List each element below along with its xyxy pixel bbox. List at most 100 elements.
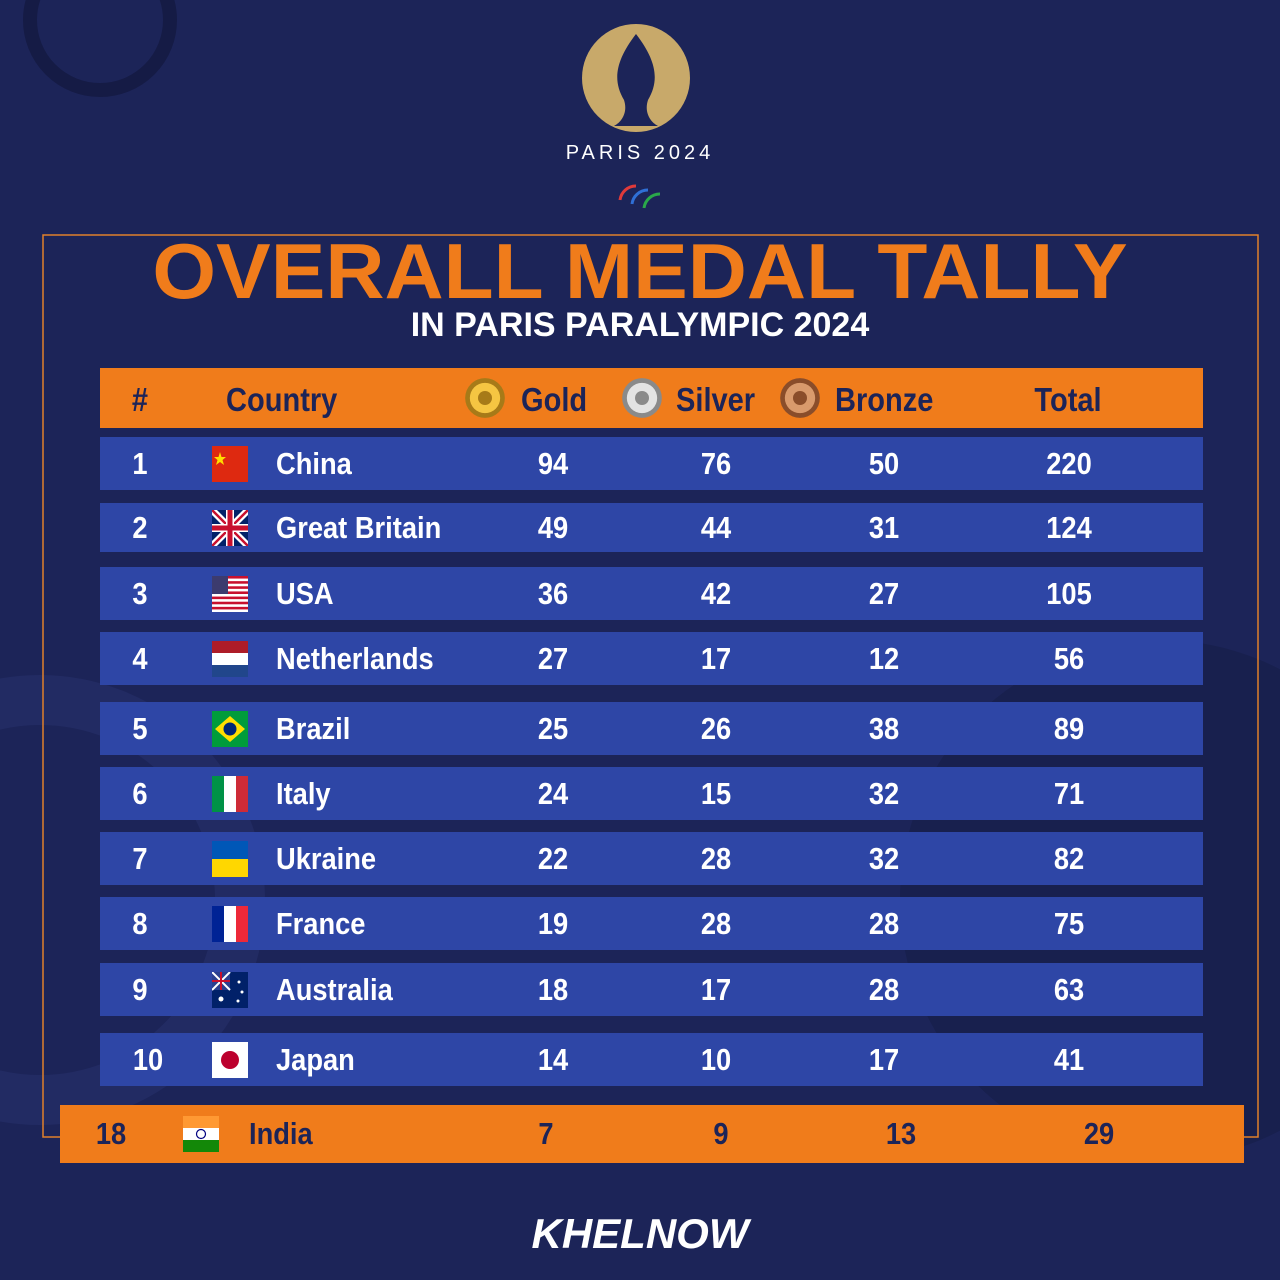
country-name: Netherlands: [276, 640, 434, 676]
medal-count: 220: [1046, 445, 1092, 481]
rank: 1: [132, 445, 148, 481]
medal-count: 71: [1053, 775, 1085, 811]
medal-count: 76: [700, 445, 732, 481]
medal-count: 19: [537, 905, 569, 941]
rank: 7: [132, 840, 148, 876]
rank: 8: [132, 905, 148, 941]
medal-count: 56: [1053, 640, 1085, 676]
medal-icon: [780, 378, 820, 418]
flag-part: [212, 652, 248, 665]
country-name: Brazil: [276, 710, 351, 746]
flag: [212, 971, 248, 1008]
flag-part: [212, 590, 248, 594]
medal-count: 13: [885, 1116, 917, 1151]
flag-part: [212, 575, 228, 594]
flag: [212, 445, 248, 482]
footer-brand: KHELNOW: [531, 1210, 749, 1257]
medal-count: 14: [537, 1041, 569, 1077]
medal-count: 18: [537, 971, 569, 1007]
column-header: Country: [226, 381, 338, 418]
column-header: #: [131, 381, 149, 418]
column-header: Gold: [521, 381, 588, 418]
subtitle: IN PARIS PARALYMPIC 2024: [410, 306, 870, 344]
medal-count: 12: [868, 640, 900, 676]
country-name: Ukraine: [276, 840, 377, 876]
flag-part: [212, 905, 224, 942]
country-name: Italy: [276, 775, 331, 811]
flag-part: [236, 775, 248, 812]
rank: 6: [132, 775, 148, 811]
medal-count: 10: [700, 1041, 732, 1077]
table-row: [100, 832, 1203, 885]
medal-count: 25: [537, 710, 569, 746]
medal-count: 44: [700, 509, 732, 545]
flag-part: [212, 979, 230, 982]
medal-count: 17: [700, 971, 732, 1007]
flag-part: [212, 601, 248, 604]
flag-part: [212, 858, 248, 877]
medal-count: 36: [537, 575, 569, 611]
medal-count: 28: [868, 905, 900, 941]
medal-count: 27: [868, 575, 900, 611]
flag-part: [212, 775, 224, 812]
flag-part: [214, 451, 226, 465]
medal-count: 32: [868, 775, 900, 811]
country-name: Australia: [276, 971, 393, 1007]
medal-count: 26: [700, 710, 732, 746]
country-name: China: [276, 445, 352, 481]
medal-count: 27: [537, 640, 569, 676]
medal-count: 28: [700, 840, 732, 876]
table-row: [100, 503, 1203, 552]
flag-part: [212, 640, 248, 653]
flag-part: [218, 996, 224, 1001]
flag-part: [478, 391, 492, 405]
flag-part: [195, 1128, 207, 1140]
medal-count: 41: [1053, 1041, 1085, 1077]
agitos: [642, 192, 661, 209]
flag-part: [212, 585, 248, 589]
medal-count: 22: [537, 840, 569, 876]
rank: 18: [95, 1116, 127, 1151]
flag: [212, 840, 248, 877]
flag: [212, 1041, 248, 1078]
medal-count: 38: [868, 710, 900, 746]
flag-part: [221, 1050, 239, 1069]
flag: [212, 710, 248, 747]
medal-count: 42: [700, 575, 732, 611]
flag: [212, 640, 248, 677]
table-row: [100, 567, 1203, 620]
flag-part: [183, 1116, 219, 1128]
logo-flame: [614, 34, 658, 126]
table-row: [100, 1033, 1203, 1086]
country-name: Great Britain: [276, 509, 442, 545]
flag-part: [212, 580, 248, 584]
flag-part: [793, 391, 807, 405]
country-name: USA: [276, 575, 334, 611]
table-row: [100, 897, 1203, 950]
table-row: [100, 767, 1203, 820]
flag-part: [212, 575, 248, 579]
medal-count: 7: [538, 1116, 554, 1151]
bg-ring: [23, 0, 177, 97]
medal-count: 75: [1053, 905, 1085, 941]
agitos: [630, 188, 649, 205]
flag-part: [240, 990, 244, 993]
flag-part: [212, 664, 248, 677]
medal-count: 17: [700, 640, 732, 676]
medal-icon: [622, 378, 662, 418]
flag: [212, 575, 248, 612]
table-row: [100, 963, 1203, 1016]
flag-part: [212, 606, 248, 609]
rank: 9: [132, 971, 148, 1007]
flag-part: [224, 775, 236, 812]
medal-count: 32: [868, 840, 900, 876]
country-name: Japan: [276, 1041, 355, 1077]
medal-count: 31: [868, 509, 900, 545]
column-header: Silver: [676, 381, 756, 418]
rank: 5: [132, 710, 148, 746]
rank: 10: [132, 1041, 164, 1077]
medal-count: 15: [700, 775, 732, 811]
medal-count: 105: [1046, 575, 1092, 611]
logo-text: PARIS 2024: [565, 142, 715, 164]
